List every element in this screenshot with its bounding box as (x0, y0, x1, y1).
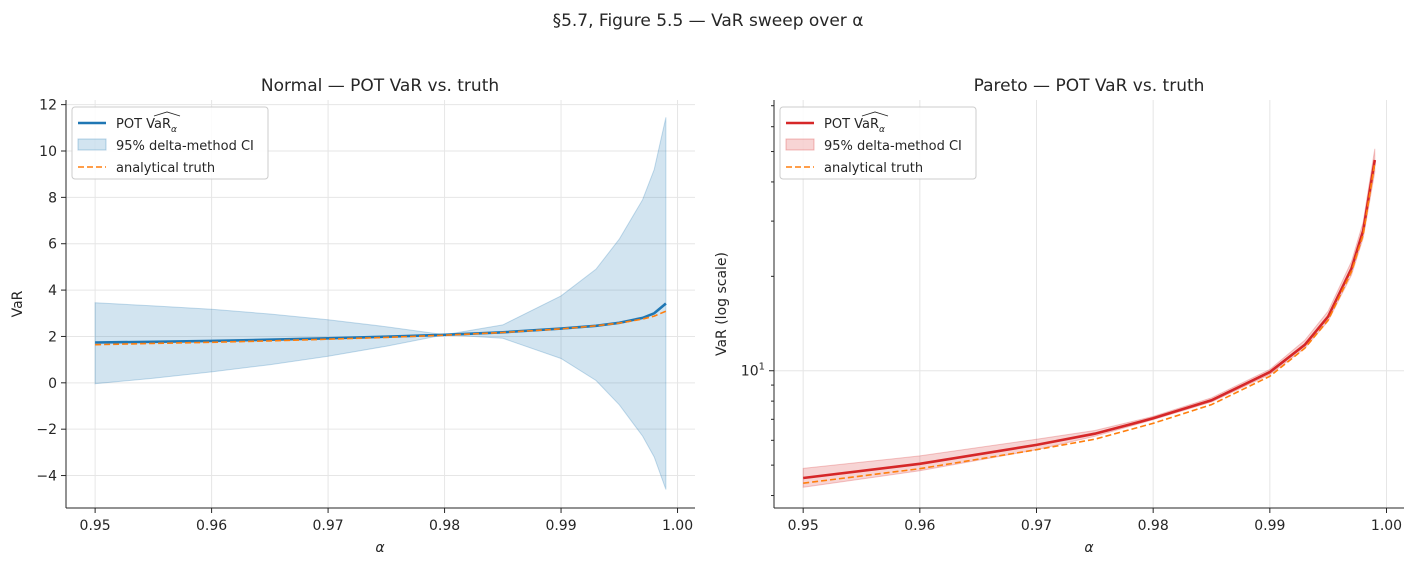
normal-truth-line (95, 310, 667, 346)
pareto-legend-box (779, 106, 977, 180)
pareto-pot-var-line (803, 159, 1377, 480)
pareto-legend-label: POT VaRα (824, 117, 885, 135)
pareto-legend-label: analytical truth (824, 161, 923, 176)
normal-legend-label: POT VaRα (116, 117, 177, 135)
normal-ci-band (94, 117, 667, 490)
pareto-y-axis-label: VaR (log scale) (714, 252, 730, 356)
normal-x-axis-label: α (375, 540, 385, 556)
pareto-legend-label: 95% delta-method CI (824, 139, 962, 154)
normal-legend-box (71, 106, 269, 180)
normal-x-tick-label: 1.00 (662, 518, 693, 534)
normal-y-tick-label: 10 (39, 144, 57, 160)
normal-legend-label: analytical truth (116, 161, 215, 176)
normal-panel-title: Normal — POT VaR vs. truth (261, 76, 499, 96)
pareto-legend: POT VaRα 95% delta-method CI analytical tr… (779, 106, 977, 180)
pareto-panel: Pareto — POT VaR vs. truth 0.95 0.96 0.97 0… (714, 76, 1404, 556)
normal-y-tick-label: 8 (48, 190, 57, 206)
normal-x-tick-label: 0.96 (196, 518, 227, 534)
pareto-x-tick-label: 0.97 (1021, 518, 1052, 534)
normal-legend-swatch-band (77, 138, 107, 151)
normal-x-tick-label: 0.99 (545, 518, 576, 534)
pareto-x-tick-label: 0.95 (788, 518, 819, 534)
normal-y-tick-label: −4 (36, 469, 57, 485)
pareto-ci-band-area (802, 148, 1376, 488)
pareto-x-axis-label: α (1084, 540, 1094, 556)
figure-title: §5.7, Figure 5.5 — VaR sweep over α (553, 11, 864, 31)
normal-x-tick-label: 0.97 (312, 518, 343, 534)
normal-legend: POT VaRα 95% delta-method CI analytical tr… (71, 106, 269, 180)
normal-legend-hat-accent (153, 111, 181, 117)
pareto-y-tick-label: 101 (741, 362, 765, 380)
pareto-x-tick-label: 0.98 (1138, 518, 1169, 534)
normal-x-ticks: 0.95 0.96 0.97 0.98 0.99 1.00 (80, 508, 693, 534)
pareto-x-ticks: 0.95 0.96 0.97 0.98 0.99 1.00 (788, 508, 1402, 534)
normal-y-tick-label: 4 (48, 283, 57, 299)
normal-y-tick-label: 12 (39, 98, 57, 114)
normal-x-tick-label: 0.98 (429, 518, 460, 534)
pareto-legend-swatch-band (785, 138, 815, 151)
normal-legend-label: 95% delta-method CI (116, 139, 254, 154)
normal-ci-band-area (94, 117, 667, 490)
pareto-legend-hat-accent (861, 111, 889, 117)
pareto-y-ticks: 101 (741, 105, 774, 497)
pareto-x-tick-label: 0.96 (904, 518, 935, 534)
pareto-panel-title: Pareto — POT VaR vs. truth (974, 76, 1205, 96)
normal-y-tick-label: 0 (48, 376, 57, 392)
normal-y-axis-label: VaR (10, 290, 26, 317)
pareto-x-tick-label: 0.99 (1254, 518, 1285, 534)
normal-grid (66, 100, 695, 508)
normal-y-tick-label: −2 (36, 422, 57, 438)
normal-x-tick-label: 0.95 (80, 518, 111, 534)
pareto-series-lines (803, 159, 1377, 484)
normal-y-tick-label: 2 (48, 329, 57, 345)
pareto-x-tick-label: 1.00 (1371, 518, 1402, 534)
pareto-truth-line (803, 162, 1376, 484)
normal-panel: Normal — POT VaR vs. truth 0.95 0.96 0.97 0… (10, 76, 695, 556)
pareto-ci-band (802, 148, 1376, 488)
normal-y-tick-label: 6 (48, 237, 57, 253)
normal-y-ticks: −4 −2 0 2 4 6 8 10 12 (36, 98, 66, 485)
normal-series-lines (95, 302, 667, 346)
